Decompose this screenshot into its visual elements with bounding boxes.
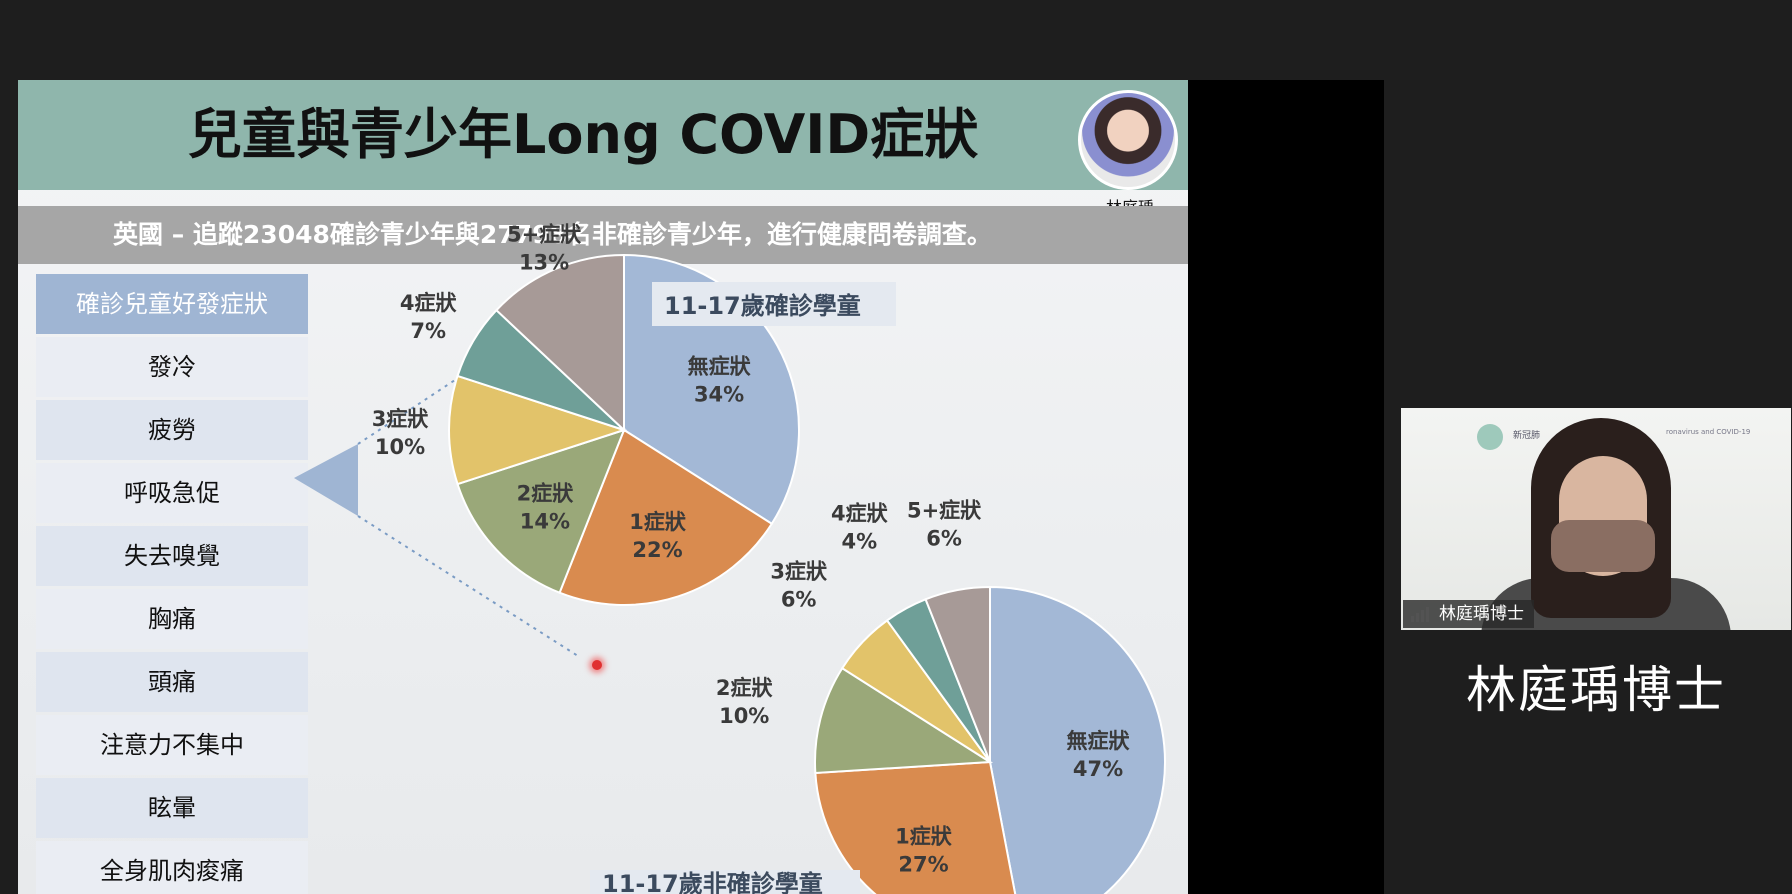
- slice-category-label: 4症狀: [400, 291, 458, 315]
- slice-percent-label: 6%: [781, 587, 817, 611]
- symptom-list-header: 確診兒童好發症狀: [36, 274, 308, 334]
- symptom-item: 頭痛: [36, 652, 308, 712]
- symptom-item: 失去嗅覺: [36, 526, 308, 586]
- webcam-name-tag: 林庭瑀博士: [1403, 600, 1534, 628]
- symptom-item: 眩暈: [36, 778, 308, 838]
- slice-percent-label: 14%: [520, 509, 570, 533]
- slice-category-label: 3症狀: [770, 559, 828, 583]
- slice-category-label: 5+症狀: [907, 498, 982, 522]
- slice-category-label: 3症狀: [372, 407, 430, 431]
- slice-percent-label: 22%: [632, 538, 682, 562]
- shared-screen: 兒童與青少年Long COVID症狀 林庭瑀 英國 – 追蹤23048確診青少年…: [18, 80, 1384, 894]
- pie-slice: [495, 253, 625, 433]
- chart-title-box: [590, 870, 860, 894]
- slide-subtitle: 英國 – 追蹤23048確診青少年與27798名非確診青少年，進行健康問卷調查。: [113, 220, 992, 249]
- chart-title: 11-17歲非確診學童: [602, 870, 823, 894]
- slice-percent-label: 6%: [926, 526, 962, 550]
- webcam-person-mask: [1551, 520, 1655, 572]
- slice-percent-label: 13%: [519, 250, 569, 274]
- pie-chart-unconfirmed: 無症狀 47% 1症狀 27% 2症狀 10% 3症狀 6% 4症狀 4% 5+症狀 6%: [716, 498, 1166, 894]
- slice-category-label: 4症狀: [831, 501, 889, 525]
- symptom-item: 注意力不集中: [36, 715, 308, 775]
- callout-line-bottom: [357, 515, 579, 657]
- pie-charts: 無症狀 34% 1症狀 22% 2症狀 14% 3症狀 10% 4症狀 7% 5+症狀 13% 無症狀…: [294, 222, 1166, 894]
- slice-category-label: 5+症狀: [507, 222, 582, 246]
- callout-triangle: [294, 444, 358, 516]
- slice-category-label: 2症狀: [517, 481, 575, 505]
- slice-percent-label: 27%: [898, 853, 948, 877]
- slice-percent-label: 10%: [375, 435, 425, 459]
- slice-percent-label: 10%: [719, 704, 769, 728]
- slice-percent-label: 7%: [410, 319, 446, 343]
- symptom-list: 確診兒童好發症狀 發冷 疲勞 呼吸急促 失去嗅覺 胸痛 頭痛 注意力不集中 眩暈…: [36, 274, 308, 894]
- chart-title-box: [652, 282, 896, 326]
- symptom-item: 胸痛: [36, 589, 308, 649]
- slice-category-label: 2症狀: [716, 676, 774, 700]
- pointer-icon: [592, 660, 602, 670]
- webcam-background-text: ronavirus and COVID-19: [1666, 428, 1751, 436]
- slice-category-label: 1症狀: [895, 825, 953, 849]
- symptom-item: 呼吸急促: [36, 463, 308, 523]
- pie-slice: [924, 585, 991, 763]
- webcam-background-text: 新冠肺: [1513, 431, 1541, 441]
- slice-percent-label: 47%: [1073, 757, 1123, 781]
- subtitle-banner: [18, 206, 1188, 264]
- logo-icon: [1477, 424, 1503, 450]
- slice-percent-label: 4%: [841, 529, 877, 553]
- slice-category-label: 無症狀: [1067, 729, 1131, 753]
- pie-slice: [448, 374, 628, 486]
- webcam-video[interactable]: 新冠肺 ronavirus and COVID-19: [1401, 408, 1791, 630]
- speaker-name: 林庭瑀博士: [1466, 661, 1726, 719]
- pie-slice: [989, 585, 1166, 894]
- presenter-avatar: [1078, 90, 1178, 190]
- symptom-item: 發冷: [36, 337, 308, 397]
- symptom-item: 疲勞: [36, 400, 308, 460]
- pie-slice: [558, 428, 774, 606]
- pie-slice: [814, 760, 1017, 894]
- top-bar: [0, 0, 1792, 80]
- chart-title: 11-17歲確診學童: [664, 292, 861, 320]
- pie-slice: [814, 666, 994, 775]
- slice-category-label: 無症狀: [688, 355, 752, 379]
- slice-percent-label: 34%: [694, 383, 744, 407]
- slide-title: 兒童與青少年Long COVID症狀: [188, 103, 979, 166]
- symptom-item: 全身肌肉痠痛: [36, 841, 308, 894]
- presentation-slide: 兒童與青少年Long COVID症狀 林庭瑀 英國 – 追蹤23048確診青少年…: [18, 80, 1188, 894]
- slice-category-label: 1症狀: [629, 510, 687, 534]
- title-band: [18, 80, 1188, 190]
- pie-chart-confirmed: 無症狀 34% 1症狀 22% 2症狀 14% 3症狀 10% 4症狀 7% 5+症狀 13%: [372, 222, 800, 606]
